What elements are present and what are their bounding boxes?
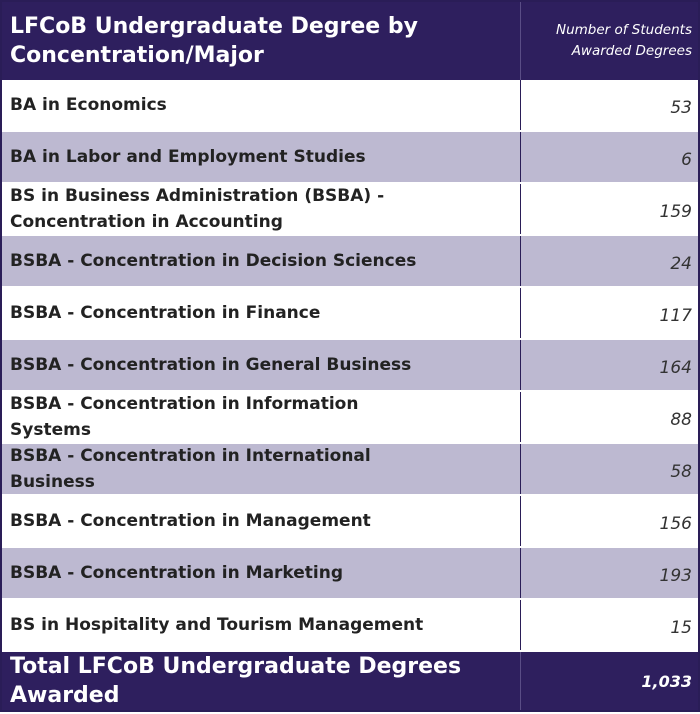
value-cell: 164 <box>521 340 698 390</box>
total-label: Total LFCoB Undergraduate Degrees Awarde… <box>10 654 462 708</box>
row-label: BSBA - Concentration in International Bu… <box>10 446 371 492</box>
table-row: BA in Labor and Employment Studies 6 <box>2 132 698 184</box>
row-label: BSBA - Concentration in Marketing <box>10 563 344 583</box>
row-value: 193 <box>659 566 692 586</box>
table-body: BA in Economics 53 BA in Labor and Employm… <box>2 80 698 652</box>
value-cell: 117 <box>521 288 698 338</box>
header-title: LFCoB Undergraduate Degree by Concentrat… <box>10 14 418 68</box>
row-label: BSBA - Concentration in Management <box>10 511 371 531</box>
total-row: Total LFCoB Undergraduate Degrees Awarde… <box>2 652 698 710</box>
label-cell: BA in Labor and Employment Studies <box>2 132 521 182</box>
total-cell: Total LFCoB Undergraduate Degrees Awarde… <box>2 652 521 710</box>
label-cell: BS in Business Administration (BSBA) - C… <box>2 184 521 234</box>
label-cell: BSBA - Concentration in International Bu… <box>2 444 521 494</box>
row-label: BSBA - Concentration in General Business <box>10 355 412 375</box>
value-cell: 6 <box>521 132 698 182</box>
header-cell: Number of Students Awarded Degrees <box>521 2 698 80</box>
value-cell: 193 <box>521 548 698 598</box>
row-value: 88 <box>670 410 692 430</box>
row-value: 53 <box>670 98 692 118</box>
table-row: BSBA - Concentration in Marketing 193 <box>2 548 698 600</box>
table-row: BSBA - Concentration in Management 156 <box>2 496 698 548</box>
value-cell: 156 <box>521 496 698 546</box>
label-cell: BSBA - Concentration in General Business <box>2 340 521 390</box>
row-value: 58 <box>670 462 692 482</box>
row-value: 159 <box>659 202 692 222</box>
value-cell: 159 <box>521 184 698 234</box>
row-label: BA in Labor and Employment Studies <box>10 147 366 167</box>
row-value: 24 <box>670 254 692 274</box>
label-cell: BS in Hospitality and Tourism Management <box>2 600 521 650</box>
header-cell: LFCoB Undergraduate Degree by Concentrat… <box>2 2 521 80</box>
row-label: BSBA - Concentration in Finance <box>10 303 321 323</box>
total-cell: 1,033 <box>521 652 698 710</box>
row-label: BSBA - Concentration in Information Syst… <box>10 394 359 440</box>
row-label: BSBA - Concentration in Decision Science… <box>10 251 417 271</box>
row-value: 15 <box>670 618 692 638</box>
row-value: 117 <box>659 306 692 326</box>
value-cell: 88 <box>521 392 698 442</box>
row-value: 6 <box>681 150 692 170</box>
table-row: BA in Economics 53 <box>2 80 698 132</box>
label-cell: BSBA - Concentration in Decision Science… <box>2 236 521 286</box>
value-cell: 24 <box>521 236 698 286</box>
label-cell: BSBA - Concentration in Management <box>2 496 521 546</box>
row-label: BS in Business Administration (BSBA) - C… <box>10 186 385 232</box>
value-cell: 53 <box>521 80 698 130</box>
value-cell: 15 <box>521 600 698 650</box>
table-row: BSBA - Concentration in International Bu… <box>2 444 698 496</box>
label-cell: BA in Economics <box>2 80 521 130</box>
label-cell: BSBA - Concentration in Marketing <box>2 548 521 598</box>
table-row: BSBA - Concentration in Decision Science… <box>2 236 698 288</box>
table-row: BSBA - Concentration in Finance 117 <box>2 288 698 340</box>
row-label: BA in Economics <box>10 95 167 115</box>
row-value: 164 <box>659 358 692 378</box>
table-row: BSBA - Concentration in General Business… <box>2 340 698 392</box>
row-label: BS in Hospitality and Tourism Management <box>10 615 424 635</box>
table-row: BS in Hospitality and Tourism Management… <box>2 600 698 652</box>
header-count: Number of Students Awarded Degrees <box>555 22 692 59</box>
table-row: BS in Business Administration (BSBA) - C… <box>2 184 698 236</box>
row-value: 156 <box>659 514 692 534</box>
value-cell: 58 <box>521 444 698 494</box>
header-row: LFCoB Undergraduate Degree by Concentrat… <box>2 2 698 80</box>
label-cell: BSBA - Concentration in Information Syst… <box>2 392 521 442</box>
total-value: 1,033 <box>641 671 692 691</box>
table-row: BSBA - Concentration in Information Syst… <box>2 392 698 444</box>
label-cell: BSBA - Concentration in Finance <box>2 288 521 338</box>
